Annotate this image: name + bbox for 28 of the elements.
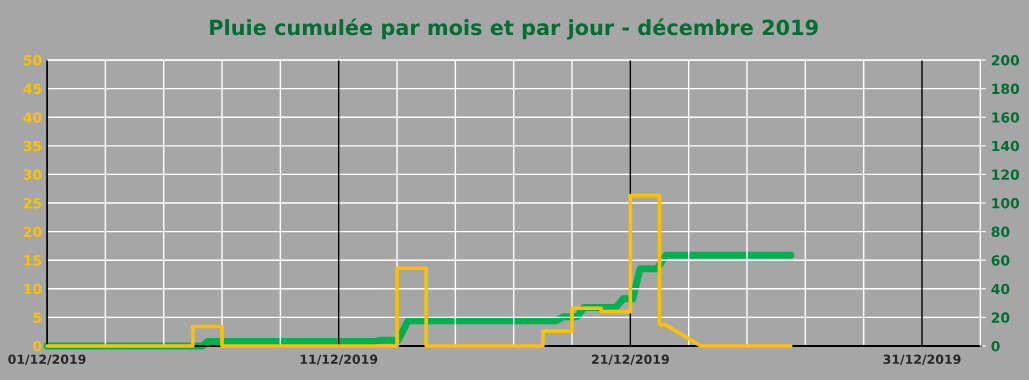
y2-tick-label: 160 bbox=[992, 112, 1020, 123]
line-series bbox=[45, 193, 793, 348]
x-tick-label: 21/12/2019 bbox=[591, 354, 669, 365]
y-tick-label: 25 bbox=[23, 197, 42, 209]
y2-tick-label: 0 bbox=[991, 340, 1000, 352]
y2-tick-label: 180 bbox=[992, 83, 1020, 95]
y2-tick-label: 20 bbox=[991, 312, 1010, 323]
y2-tick-label: 40 bbox=[991, 283, 1010, 295]
y-tick-label: 40 bbox=[23, 112, 42, 123]
x-tick-label: 01/12/2019 bbox=[8, 354, 86, 365]
y2-tick-label: 120 bbox=[992, 169, 1020, 180]
y-tick-label: 45 bbox=[23, 83, 42, 95]
y-tick-label: 15 bbox=[24, 255, 42, 266]
y-tick-label: 50 bbox=[23, 55, 42, 66]
y2-tick-label: 140 bbox=[992, 140, 1020, 152]
y-tick-label: 20 bbox=[23, 226, 42, 238]
y-tick-label: 5 bbox=[33, 312, 42, 323]
y-tick-label: 10 bbox=[24, 283, 42, 295]
y2-tick-label: 100 bbox=[992, 197, 1020, 209]
y2-tick-label: 60 bbox=[991, 255, 1010, 266]
y-tick-label: 35 bbox=[23, 140, 42, 152]
chart-title: Pluie cumulée par mois et par jour - décembre 2019 bbox=[210, 18, 818, 40]
x-tick-label: 31/12/2019 bbox=[883, 354, 961, 365]
y2-tick-label: 80 bbox=[991, 226, 1010, 238]
x-tick-label: 11/12/2019 bbox=[300, 354, 378, 365]
y-tick-label: 30 bbox=[23, 169, 42, 180]
y-tick-label: 0 bbox=[33, 340, 42, 352]
y2-tick-label: 200 bbox=[991, 55, 1020, 66]
